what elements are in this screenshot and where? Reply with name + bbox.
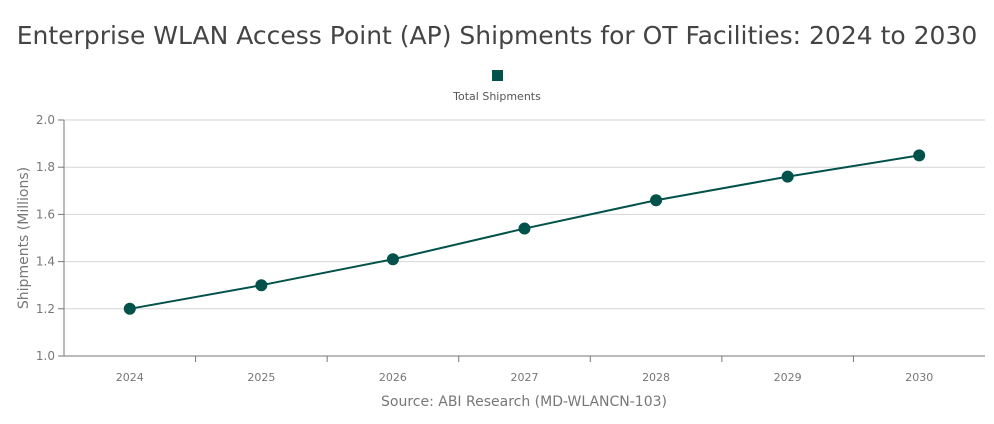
data-point: [386, 253, 399, 266]
data-point: [650, 194, 663, 207]
x-tick-label: 2030: [905, 371, 933, 384]
y-tick-label: 1.4: [36, 255, 55, 269]
chart-title: Enterprise WLAN Access Point (AP) Shipme…: [17, 21, 978, 50]
y-tick-label: 1.0: [36, 349, 55, 363]
x-tick-label: 2025: [247, 371, 275, 384]
data-point: [255, 279, 268, 292]
data-point: [913, 149, 926, 162]
data-point: [781, 170, 794, 183]
data-point: [518, 222, 531, 235]
y-tick-label: 1.8: [36, 160, 55, 174]
x-tick-label: 2024: [116, 371, 144, 384]
legend-marker: [492, 70, 503, 81]
x-tick-label: 2028: [642, 371, 670, 384]
y-axis-label: Shipments (Millions): [16, 167, 32, 309]
y-tick-label: 1.6: [36, 207, 55, 221]
y-tick-label: 1.2: [36, 302, 55, 316]
legend[interactable]: Total Shipments: [452, 70, 541, 103]
data-point: [123, 302, 136, 315]
y-tick-label: 2.0: [36, 113, 55, 127]
x-axis-label: Source: ABI Research (MD-WLANCN-103): [381, 394, 667, 410]
x-tick-label: 2026: [379, 371, 407, 384]
legend-label: Total Shipments: [452, 90, 541, 103]
x-tick-label: 2027: [511, 371, 539, 384]
x-tick-label: 2029: [774, 371, 802, 384]
